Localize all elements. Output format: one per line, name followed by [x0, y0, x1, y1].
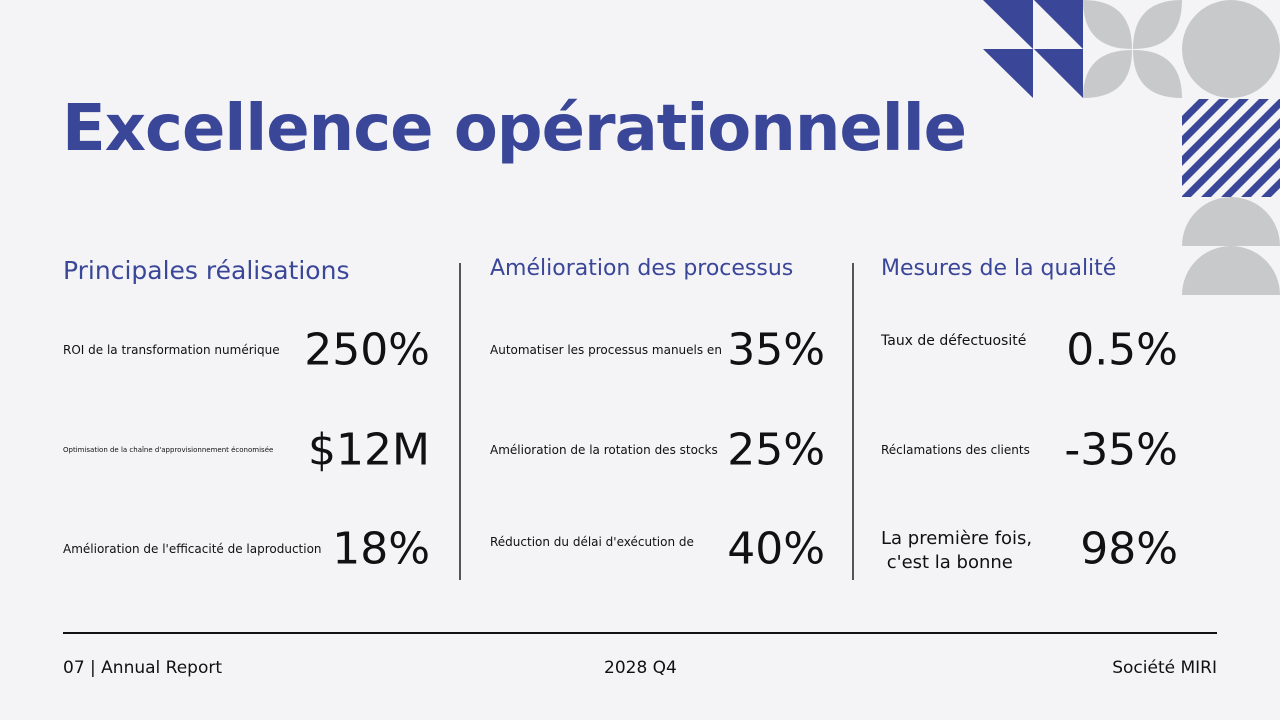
page-title: Excellence opérationnelle: [62, 92, 967, 166]
metric-value: -35%: [1064, 424, 1178, 476]
metric-label: Taux de défectuosité: [881, 333, 1027, 349]
half-circle-shape: [1182, 246, 1280, 295]
footer-divider: [63, 632, 1217, 634]
column-divider: [852, 263, 854, 580]
footer-page-label: 07 | Annual Report: [63, 658, 223, 678]
column-divider: [459, 263, 461, 580]
half-circle-shape: [1182, 197, 1280, 246]
metric-value: 0.5%: [1066, 324, 1178, 376]
metric-label: La première fois, c'est la bonne: [881, 528, 1033, 573]
circle-shape: [1182, 0, 1280, 98]
stripes-pattern: [1182, 99, 1280, 197]
metric-label: Réduction du délai d'exécution de: [490, 535, 694, 549]
metric-label: Automatiser les processus manuels en: [490, 343, 722, 357]
metric-label: ROI de la transformation numérique: [63, 343, 280, 357]
petals-pattern: [1083, 0, 1280, 295]
triangles-pattern: [983, 0, 1083, 98]
column-heading: Mesures de la qualité: [881, 256, 1117, 281]
metric-value: 35%: [727, 324, 825, 376]
metric-value: 18%: [332, 523, 430, 575]
column-heading: Amélioration des processus: [490, 256, 794, 281]
metric-label: Amélioration de l'efficacité de laproduc…: [63, 542, 322, 556]
metric-label: Réclamations des clients: [881, 443, 1030, 457]
footer-period: 2028 Q4: [604, 658, 677, 678]
metric-value: 98%: [1080, 523, 1178, 575]
metric-value: $12M: [308, 424, 430, 476]
metric-label: Amélioration de la rotation des stocks: [490, 443, 718, 457]
geometric-decoration: [983, 0, 1280, 295]
metric-value: 25%: [727, 424, 825, 476]
metric-value: 40%: [727, 523, 825, 575]
metric-label: Optimisation de la chaîne d'approvisionn…: [63, 446, 274, 454]
metric-value: 250%: [304, 324, 430, 376]
footer-company: Société MIRI: [1112, 658, 1217, 678]
column-heading: Principales réalisations: [63, 256, 350, 285]
